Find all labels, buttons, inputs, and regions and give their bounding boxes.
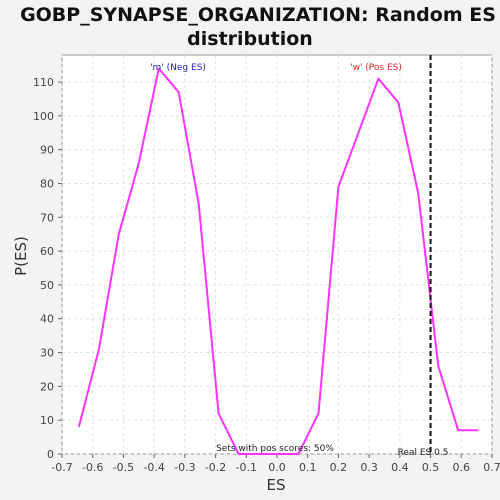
x-tick-label: 0.7 <box>483 461 500 474</box>
series-layer <box>77 67 479 455</box>
chart-title-line2: distribution <box>187 28 313 50</box>
x-tick-label: -0.2 <box>205 461 226 474</box>
y-tick-label: 100 <box>33 110 54 123</box>
y-tick-label: 0 <box>47 448 54 461</box>
y-axis-label: P(ES) <box>12 236 30 276</box>
x-tick-label: -0.4 <box>143 461 164 474</box>
x-tick-label: 0.1 <box>299 461 317 474</box>
x-tick-label: 0.4 <box>391 461 409 474</box>
y-tick-label: 50 <box>40 279 54 292</box>
y-tick-label: 70 <box>40 211 54 224</box>
y-tick-label: 10 <box>40 414 54 427</box>
x-tick-label: -0.7 <box>51 461 72 474</box>
x-tick-label: 0.5 <box>422 461 440 474</box>
x-tick-label: -0.5 <box>113 461 134 474</box>
chart-title-line1: GOBP_SYNAPSE_ORGANIZATION: Random ES <box>20 4 496 26</box>
y-axis-ticks: 0 10 20 30 40 50 60 70 80 90 100 110 <box>33 76 62 461</box>
y-tick-label: 30 <box>40 347 54 360</box>
x-axis-ticks: -0.7 -0.6 -0.5 -0.4 -0.3 -0.2 -0.1 0.0 0.1 0.2 0.3… <box>51 454 500 474</box>
x-tick-label: 0.6 <box>453 461 471 474</box>
y-tick-label: 90 <box>40 144 54 157</box>
series-line <box>77 67 479 455</box>
y-tick-label: 20 <box>40 380 54 393</box>
x-tick-label: 0.3 <box>360 461 378 474</box>
x-tick-label: 0.2 <box>330 461 348 474</box>
y-tick-label: 110 <box>33 76 54 89</box>
y-tick-label: 80 <box>40 177 54 190</box>
grid-lines <box>61 55 493 455</box>
x-axis-label: ES <box>267 476 286 494</box>
y-tick-label: 40 <box>40 313 54 326</box>
pos-es-label: 'w' (Pos ES) <box>350 63 402 73</box>
x-tick-label: -0.6 <box>82 461 103 474</box>
x-tick-label: -0.1 <box>236 461 257 474</box>
neg-es-label: 'm' (Neg ES) <box>150 63 206 73</box>
real-es-label: Real ES 0.5 <box>398 448 449 458</box>
sets-pos-scores-label: Sets with pos scores: 50% <box>216 444 334 454</box>
y-tick-label: 60 <box>40 245 54 258</box>
x-tick-label: -0.3 <box>174 461 195 474</box>
x-tick-label: 0.0 <box>268 461 286 474</box>
